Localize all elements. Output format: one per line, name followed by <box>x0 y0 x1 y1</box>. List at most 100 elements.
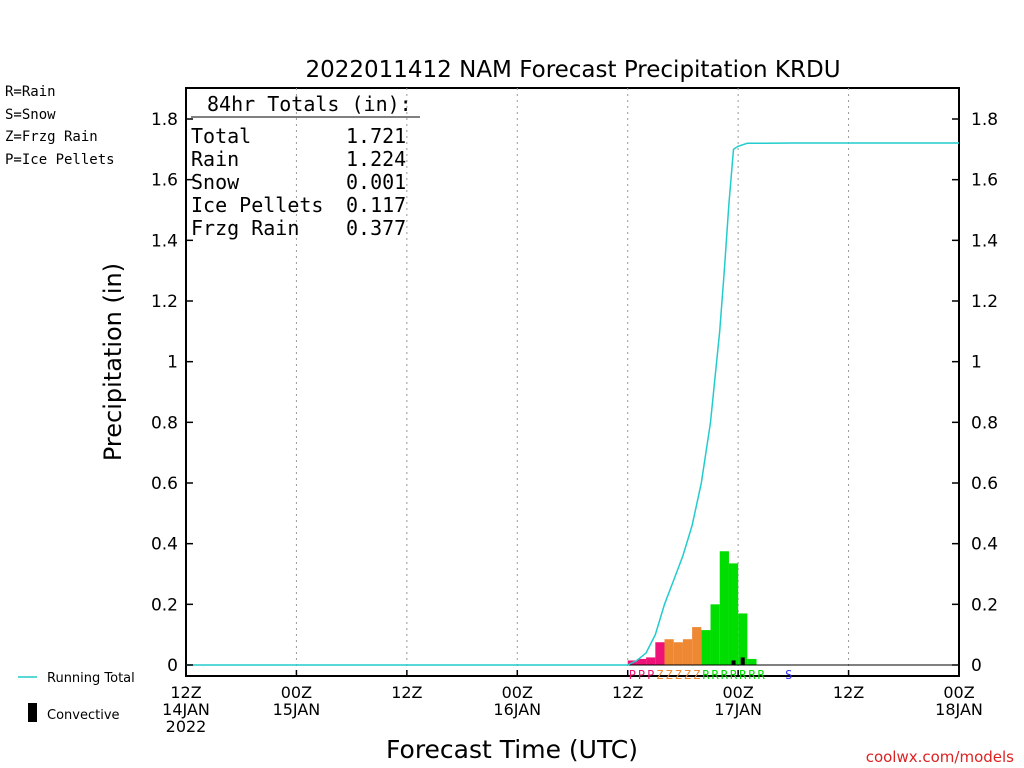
x-tick-label: 2022 <box>166 717 207 736</box>
y-tick-label-left: 1.2 <box>151 292 178 312</box>
totals-label-rain: Rain <box>191 147 239 171</box>
x-tick-label: 15JAN <box>273 700 321 719</box>
y-tick-label-right: 1.8 <box>971 110 998 130</box>
y-tick-label-right: 1.4 <box>971 231 998 251</box>
precip-type-marker: P <box>647 668 654 682</box>
precip-bars <box>627 551 757 665</box>
precip-bar <box>710 604 720 665</box>
precip-bar <box>728 563 739 665</box>
running-total-line <box>186 142 959 666</box>
precip-type-marker: P <box>629 668 636 682</box>
precip-type-legend: R=Rain S=Snow Z=Frzg Rain P=Ice Pellets <box>5 84 115 168</box>
precip-type-marker: S <box>785 668 792 682</box>
watermark: coolwx.com/models <box>866 748 1014 766</box>
convective-legend: Convective <box>47 708 120 723</box>
totals-value-rain: 1.224 <box>346 147 406 171</box>
y-tick-label-left: 0.8 <box>151 413 178 433</box>
precip-bar <box>655 642 665 665</box>
y-tick-label-right: 0.4 <box>971 535 998 555</box>
y-tick-label-right: 1 <box>971 353 982 373</box>
x-tick-label: 00Z <box>943 683 974 702</box>
y-tick-label-left: 0.4 <box>151 535 178 555</box>
precip-bar <box>738 613 748 665</box>
x-tick-label: 12Z <box>833 683 864 702</box>
x-tick-label: 12Z <box>170 683 201 702</box>
precip-type-marker: Z <box>666 668 673 682</box>
totals-label-frzg-rain: Frzg Rain <box>191 216 299 240</box>
y-tick-label-right: 0.8 <box>971 413 998 433</box>
running-total-legend: Running Total <box>47 671 135 686</box>
totals-label-ice-pellets: Ice Pellets <box>191 193 323 217</box>
plot-area <box>185 87 960 677</box>
x-tick-label: 00Z <box>722 683 753 702</box>
y-tick-label-left: 1.4 <box>151 231 178 251</box>
y-tick-label-left: 0 <box>167 656 178 676</box>
y-axis-ticks: 0 0 0.2 0.2 0.4 0.4 0.6 0.6 0.8 0.8 1 1 1.2 1.2 1.4 1.4… <box>151 110 998 676</box>
precip-type-marker: R <box>730 668 738 682</box>
vertical-gridlines <box>295 88 850 676</box>
y-tick-label-right: 0.2 <box>971 595 998 615</box>
precip-bar <box>646 657 656 665</box>
y-tick-label-left: 0.6 <box>151 474 178 494</box>
precip-type-marker: Z <box>656 668 663 682</box>
y-tick-label-right: 0.6 <box>971 474 998 494</box>
x-tick-label: 17JAN <box>714 700 762 719</box>
y-tick-label-right: 0 <box>971 656 982 676</box>
totals-value-total: 1.721 <box>346 124 406 148</box>
convective-swatch <box>28 703 37 722</box>
precip-type-marker: Z <box>693 668 700 682</box>
x-tick-label: 00Z <box>502 683 533 702</box>
totals-value-ice-pellets: 0.117 <box>346 193 406 217</box>
precip-bar <box>692 627 702 665</box>
chart-title: 2022011412 NAM Forecast Precipitation KR… <box>305 57 840 83</box>
precip-bar <box>719 551 729 665</box>
y-tick-label-left: 1.6 <box>151 171 178 191</box>
totals-label-total: Total <box>191 124 251 148</box>
y-tick-label-left: 1.8 <box>151 110 178 130</box>
x-tick-label: 00Z <box>281 683 312 702</box>
precip-bar <box>701 630 711 665</box>
legend-rain: R=Rain <box>5 84 56 100</box>
y-tick-label-right: 1.6 <box>971 171 998 191</box>
totals-box: 84hr Totals (in): Total 1.721 Rain 1.224… <box>191 92 420 240</box>
y-axis-label: Precipitation (in) <box>99 263 127 461</box>
x-tick-label: 12Z <box>612 683 643 702</box>
y-tick-label-left: 0.2 <box>151 595 178 615</box>
y-tick-label-left: 1 <box>167 353 178 373</box>
precip-type-marker: R <box>739 668 747 682</box>
precip-type-marker: P <box>638 668 645 682</box>
x-tick-label: 12Z <box>391 683 422 702</box>
precip-type-marker: Z <box>675 668 682 682</box>
line-legend: Running Total Convective <box>18 671 135 723</box>
precip-type-marker: Z <box>684 668 691 682</box>
precip-type-marker: R <box>712 668 720 682</box>
precip-type-marker: R <box>702 668 710 682</box>
legend-ice-pellets: P=Ice Pellets <box>5 152 115 168</box>
precip-bar <box>747 658 757 665</box>
convective-bar <box>740 657 745 665</box>
plot-border <box>185 87 960 677</box>
legend-frzg-rain: Z=Frzg Rain <box>5 129 98 145</box>
precip-type-marker: R <box>758 668 766 682</box>
y-tick-label-right: 1.2 <box>971 292 998 312</box>
legend-snow: S=Snow <box>5 107 56 123</box>
precip-bar <box>682 639 693 665</box>
precip-type-marker: R <box>721 668 729 682</box>
convective-bars <box>731 657 745 665</box>
totals-value-frzg-rain: 0.377 <box>346 216 406 240</box>
x-tick-label: 18JAN <box>935 700 983 719</box>
totals-label-snow: Snow <box>191 170 240 194</box>
precip-bar <box>636 658 647 665</box>
x-tick-label: 14JAN <box>162 700 210 719</box>
totals-value-snow: 0.001 <box>346 170 406 194</box>
precip-type-marker: R <box>748 668 756 682</box>
totals-header: 84hr Totals (in): <box>207 92 412 116</box>
precip-bar <box>673 642 683 665</box>
x-tick-label: 16JAN <box>493 700 541 719</box>
precip-bar <box>664 639 674 665</box>
x-axis-label: Forecast Time (UTC) <box>386 735 638 764</box>
convective-bar <box>731 660 736 665</box>
